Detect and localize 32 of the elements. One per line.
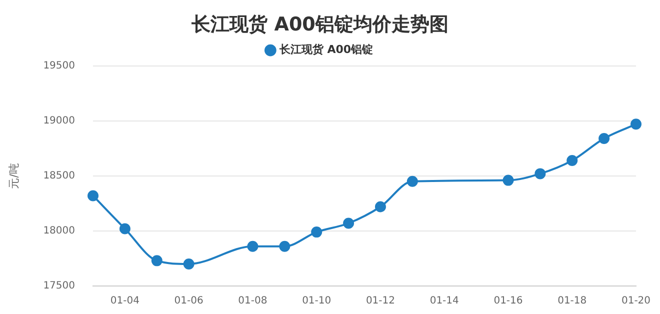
- point: [247, 240, 258, 252]
- point: [183, 258, 194, 270]
- y-tick-label: 19000: [43, 115, 76, 126]
- point: [630, 118, 642, 130]
- y-tick-label: 19500: [43, 60, 76, 72]
- x-tick-label: 01-12: [366, 296, 396, 307]
- x-tick-label: 01-14: [430, 296, 459, 307]
- point: [343, 218, 354, 229]
- y-tick-label: 18000: [43, 226, 76, 237]
- point: [88, 190, 99, 202]
- point: [566, 154, 578, 166]
- legend-label: 长江现货 A00铝锭: [278, 43, 374, 56]
- point: [279, 240, 290, 252]
- point: [151, 255, 162, 266]
- point: [119, 223, 130, 234]
- y-tick-label: 17500: [43, 280, 76, 292]
- point: [374, 201, 386, 212]
- x-tick-label: 01-08: [238, 296, 268, 307]
- chart-title: 长江现货 A00铝锭均价走势图: [190, 13, 448, 36]
- x-tick-label: 01-06: [174, 296, 204, 307]
- point: [534, 168, 546, 180]
- point: [502, 174, 514, 186]
- x-tick-label: 01-10: [302, 296, 332, 307]
- y-axis-title: 元/吨: [7, 163, 20, 189]
- point: [406, 176, 418, 187]
- point: [598, 132, 610, 144]
- y-tick-label: 18500: [43, 170, 76, 182]
- x-tick-label: 01-18: [558, 296, 587, 307]
- x-tick-label: 01-16: [494, 296, 523, 307]
- x-tick-label: 01-04: [110, 296, 140, 307]
- x-tick-label: 01-20: [621, 296, 651, 307]
- point: [311, 226, 322, 238]
